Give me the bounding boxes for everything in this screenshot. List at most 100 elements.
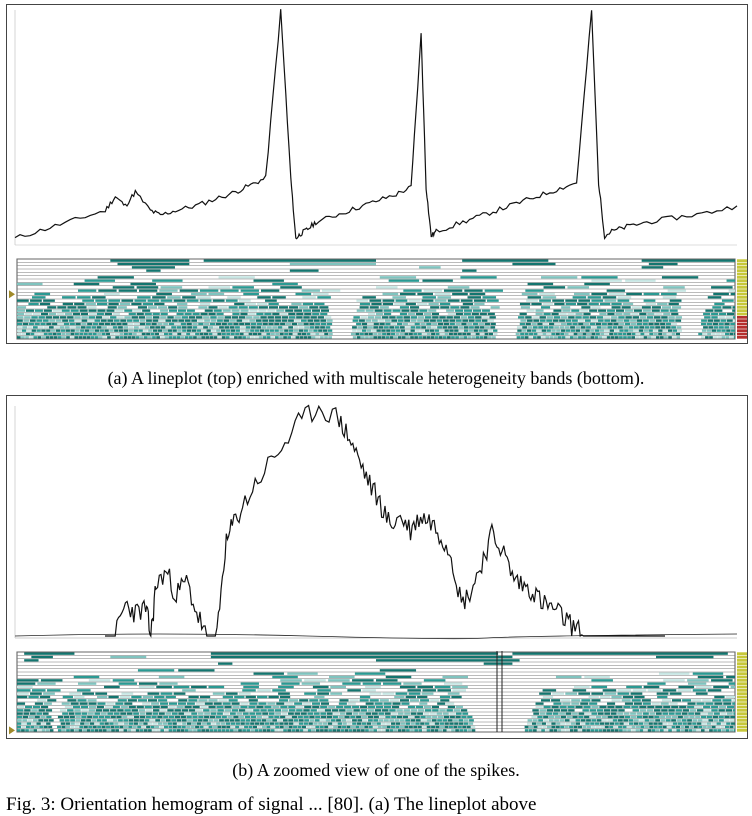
band-cell — [649, 725, 654, 729]
band-cell — [597, 319, 604, 322]
band-cell — [274, 316, 282, 319]
band-cell — [720, 712, 727, 715]
band-cell — [609, 332, 614, 336]
band-cell — [602, 326, 607, 329]
band-cell — [92, 725, 97, 729]
band-cell — [434, 292, 451, 296]
band-cell — [72, 312, 81, 316]
band-cell — [312, 685, 329, 689]
band-cell — [104, 722, 109, 725]
band-cell — [128, 312, 136, 316]
band-cell — [167, 296, 181, 299]
band-cell — [355, 332, 360, 336]
band-cell — [578, 692, 591, 695]
band-cell — [36, 712, 43, 715]
band-cell — [240, 682, 259, 685]
band-cell — [317, 316, 325, 319]
band-cell — [383, 705, 392, 709]
band-cell — [561, 722, 566, 725]
band-cell — [132, 332, 137, 336]
band-cell — [160, 336, 165, 339]
band-cell — [389, 326, 395, 329]
band-cell — [410, 306, 420, 309]
band-cell — [195, 332, 200, 336]
band-cell — [571, 309, 580, 312]
band-cell — [23, 319, 30, 322]
band-cell — [226, 725, 231, 729]
band-cell — [332, 722, 338, 725]
band-cell — [687, 705, 695, 709]
band-cell — [468, 329, 474, 332]
band-cell — [573, 685, 590, 689]
band-cell — [110, 332, 115, 336]
band-cell — [188, 709, 196, 712]
band-cell — [245, 722, 250, 725]
band-cell — [61, 725, 66, 729]
band-cell — [595, 322, 602, 326]
band-cell — [630, 692, 643, 695]
band-cell — [217, 729, 222, 732]
band-cell — [258, 309, 267, 312]
band-cell — [414, 729, 418, 732]
band-cell — [721, 336, 726, 339]
band-cell — [256, 719, 262, 722]
band-cell — [61, 309, 70, 312]
band-cell — [178, 699, 188, 702]
band-cell — [711, 722, 716, 725]
band-cell — [78, 729, 83, 732]
band-cell — [61, 332, 66, 336]
band-cell — [726, 712, 733, 715]
band-cell — [668, 316, 675, 319]
band-cell — [639, 719, 645, 722]
band-cell — [294, 309, 303, 312]
band-cell — [280, 322, 286, 326]
band-cell — [239, 322, 245, 326]
band-cell — [446, 316, 453, 319]
band-cell — [628, 326, 634, 329]
band-cell — [565, 319, 572, 322]
band-cell — [713, 729, 717, 732]
band-cell — [407, 705, 416, 709]
heterogeneity-bands — [9, 258, 747, 340]
band-cell — [676, 725, 681, 729]
band-cell — [229, 729, 234, 732]
band-cell — [323, 722, 328, 725]
band-cell — [627, 729, 631, 732]
band-cell — [639, 326, 645, 329]
band-cell — [460, 306, 470, 309]
band-cell — [414, 322, 420, 326]
band-cell — [393, 729, 398, 732]
band-cell — [622, 302, 634, 306]
band-cell — [613, 332, 618, 336]
band-cell — [687, 682, 707, 685]
band-cell — [658, 722, 663, 725]
band-cell — [75, 326, 81, 329]
band-cell — [552, 712, 559, 715]
band-cell — [119, 336, 124, 339]
band-cell — [578, 725, 583, 729]
band-cell — [289, 329, 294, 332]
band-cell — [333, 725, 338, 729]
band-cell — [473, 329, 478, 332]
baseline-envelope — [14, 633, 738, 640]
band-cell — [697, 722, 702, 725]
band-cell — [493, 332, 498, 336]
band-cell — [542, 332, 547, 336]
band-cell — [373, 729, 377, 732]
band-cell — [695, 705, 703, 709]
band-cell — [422, 729, 427, 732]
band-cell — [687, 719, 692, 722]
band-cell — [481, 319, 488, 322]
band-cell — [109, 722, 114, 725]
band-cell — [463, 729, 468, 732]
band-cell — [80, 719, 86, 722]
band-segment — [376, 659, 520, 662]
band-cell — [693, 725, 698, 729]
band-cell — [171, 712, 178, 715]
band-cell — [442, 729, 447, 732]
band-cell — [285, 322, 292, 326]
band-cell — [423, 712, 430, 715]
band-cell — [46, 722, 51, 725]
band-cell — [660, 309, 669, 312]
band-cell — [580, 722, 585, 725]
